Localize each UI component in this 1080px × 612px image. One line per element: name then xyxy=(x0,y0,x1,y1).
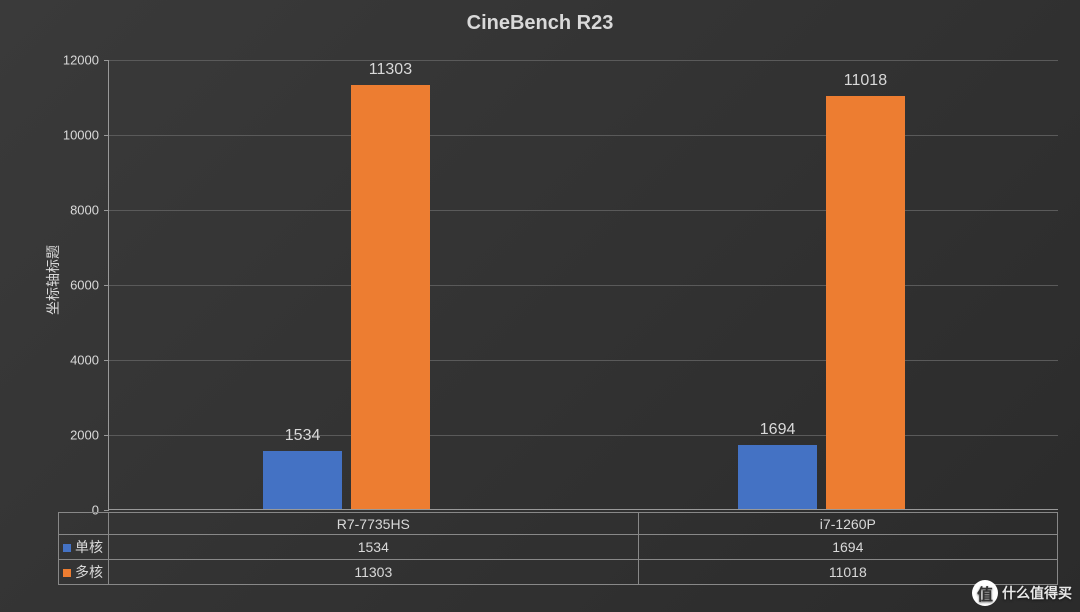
bar-单核: 1534 xyxy=(263,451,341,509)
bar-value-label: 1694 xyxy=(760,421,796,439)
table-value-cell: 11303 xyxy=(109,560,639,585)
ytick-label: 8000 xyxy=(70,203,109,218)
bar-value-label: 11303 xyxy=(369,61,412,79)
watermark-text: 什么值得买 xyxy=(1002,583,1072,603)
table-series-head: 单核 xyxy=(59,535,109,560)
gridline xyxy=(109,285,1058,286)
ytick-label: 2000 xyxy=(70,428,109,443)
gridline xyxy=(109,360,1058,361)
table-value-cell: 1534 xyxy=(109,535,639,560)
gridline xyxy=(109,210,1058,211)
series-name: 多核 xyxy=(75,564,103,580)
ytick-label: 10000 xyxy=(63,128,109,143)
ytick-label: 12000 xyxy=(63,53,109,68)
table-value-cell: 1694 xyxy=(638,535,1057,560)
bar-多核: 11303 xyxy=(351,85,429,509)
legend-swatch-icon xyxy=(63,544,71,552)
ytick-label: 6000 xyxy=(70,278,109,293)
y-axis-label: 坐标轴标题 xyxy=(43,245,63,315)
chart-container: CineBench R23 坐标轴标题 02000400060008000100… xyxy=(0,0,1080,612)
gridline xyxy=(109,135,1058,136)
table-series-head: 多核 xyxy=(59,560,109,585)
table-row: 多核1130311018 xyxy=(59,560,1058,585)
bar-多核: 11018 xyxy=(826,96,904,509)
table-row: 单核 15341694 xyxy=(59,535,1058,560)
watermark-badge-icon: 值 xyxy=(972,580,998,606)
watermark: 值 什么值得买 xyxy=(972,580,1072,606)
table-row: R7-7735HSi7-1260P xyxy=(59,513,1058,535)
table-category-cell: i7-1260P xyxy=(638,513,1057,535)
bar-单核: 1694 xyxy=(738,445,816,509)
data-table: R7-7735HSi7-1260P单核15341694多核1130311018 xyxy=(58,512,1058,585)
plot-area: 0200040006000800010000120001534113031694… xyxy=(108,60,1058,510)
bar-value-label: 1534 xyxy=(285,427,321,445)
table-corner-cell xyxy=(59,513,109,535)
gridline xyxy=(109,60,1058,61)
gridline xyxy=(109,435,1058,436)
chart-title: CineBench R23 xyxy=(0,12,1080,35)
table-category-cell: R7-7735HS xyxy=(109,513,639,535)
series-name: 单核 xyxy=(75,539,103,555)
ytick-label: 4000 xyxy=(70,353,109,368)
bar-value-label: 11018 xyxy=(844,72,887,90)
legend-swatch-icon xyxy=(63,569,71,577)
